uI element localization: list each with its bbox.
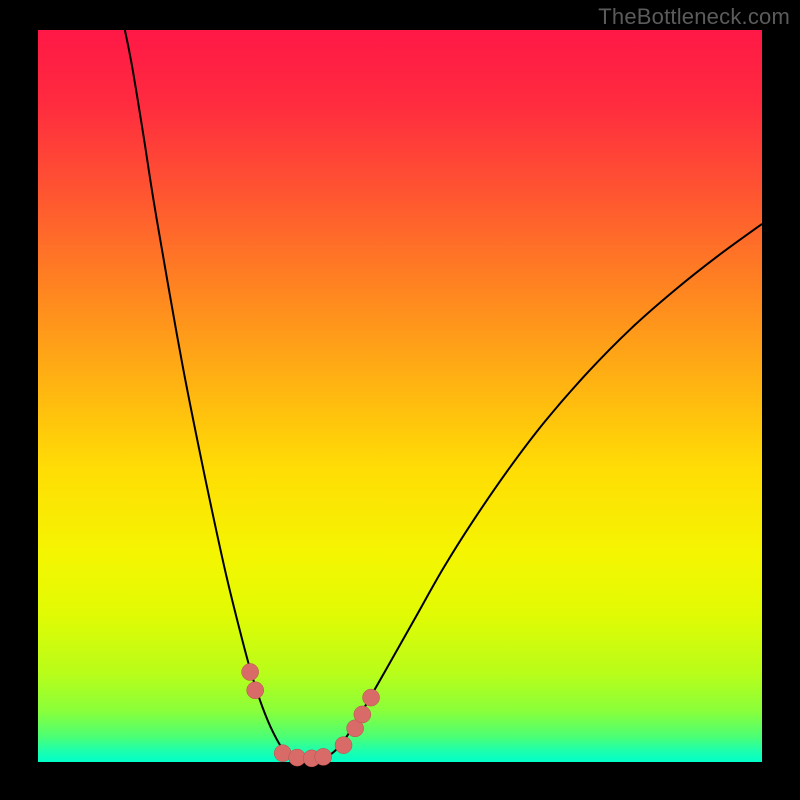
data-marker <box>242 663 259 680</box>
plot-area <box>38 30 762 762</box>
curve-svg <box>38 30 762 762</box>
data-marker <box>354 706 371 723</box>
data-marker <box>335 737 352 754</box>
watermark-text: TheBottleneck.com <box>598 4 790 30</box>
bottleneck-curve <box>125 30 762 762</box>
data-marker <box>363 689 380 706</box>
data-marker <box>315 748 332 765</box>
data-marker <box>247 682 264 699</box>
